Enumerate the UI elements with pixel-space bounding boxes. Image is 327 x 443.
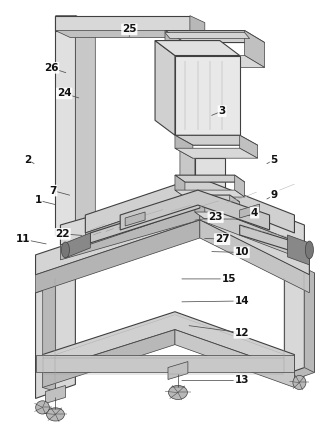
Ellipse shape (305, 241, 314, 259)
Polygon shape (200, 205, 304, 260)
Polygon shape (175, 55, 240, 135)
Ellipse shape (46, 408, 64, 421)
Polygon shape (45, 385, 65, 404)
Text: 4: 4 (251, 208, 258, 218)
Text: 25: 25 (122, 24, 137, 35)
Polygon shape (56, 16, 95, 23)
Polygon shape (155, 41, 175, 135)
Polygon shape (195, 212, 240, 219)
Text: 3: 3 (218, 106, 226, 116)
Polygon shape (240, 135, 258, 158)
Polygon shape (36, 354, 294, 372)
Polygon shape (240, 204, 260, 218)
Polygon shape (304, 268, 314, 373)
Polygon shape (190, 16, 205, 38)
Polygon shape (120, 190, 269, 230)
Ellipse shape (168, 385, 187, 400)
Polygon shape (175, 135, 258, 145)
Polygon shape (175, 190, 245, 197)
Polygon shape (180, 148, 195, 195)
Polygon shape (165, 31, 185, 67)
Polygon shape (65, 233, 90, 258)
Polygon shape (56, 16, 190, 31)
Polygon shape (175, 175, 185, 197)
Text: 10: 10 (234, 247, 249, 257)
Text: 27: 27 (215, 234, 230, 244)
Polygon shape (36, 220, 200, 293)
Polygon shape (195, 158, 225, 195)
Polygon shape (294, 273, 314, 380)
Polygon shape (240, 225, 304, 255)
Text: 24: 24 (57, 89, 72, 98)
Polygon shape (230, 195, 240, 219)
Polygon shape (235, 175, 245, 197)
Ellipse shape (61, 242, 70, 258)
Polygon shape (85, 177, 294, 233)
Ellipse shape (36, 401, 49, 414)
Text: 5: 5 (270, 155, 278, 165)
Polygon shape (36, 200, 309, 275)
Polygon shape (155, 41, 240, 55)
Text: 15: 15 (221, 274, 236, 284)
Text: 12: 12 (234, 328, 249, 338)
Polygon shape (90, 198, 200, 243)
Polygon shape (165, 33, 250, 39)
Text: 1: 1 (35, 195, 42, 205)
Polygon shape (195, 195, 240, 202)
Polygon shape (43, 312, 294, 372)
Polygon shape (200, 220, 309, 293)
Polygon shape (287, 235, 309, 265)
Polygon shape (195, 195, 205, 219)
Text: 11: 11 (16, 234, 30, 244)
Text: 7: 7 (49, 186, 57, 196)
Text: 13: 13 (234, 376, 249, 385)
Polygon shape (43, 330, 175, 388)
Text: 23: 23 (208, 212, 223, 222)
Ellipse shape (293, 375, 306, 389)
Polygon shape (175, 148, 258, 158)
Polygon shape (85, 195, 198, 246)
Text: 14: 14 (234, 296, 249, 306)
Polygon shape (76, 16, 95, 242)
Polygon shape (56, 16, 76, 235)
Polygon shape (175, 175, 245, 182)
Text: 22: 22 (55, 229, 70, 239)
Polygon shape (168, 361, 188, 380)
Polygon shape (245, 31, 265, 67)
Text: 9: 9 (271, 190, 278, 200)
Polygon shape (165, 55, 265, 67)
Polygon shape (175, 135, 193, 158)
Polygon shape (60, 205, 200, 260)
Polygon shape (175, 330, 294, 388)
Polygon shape (56, 31, 205, 38)
Text: 26: 26 (44, 63, 59, 73)
Polygon shape (36, 286, 56, 398)
Polygon shape (125, 212, 145, 226)
Polygon shape (165, 31, 265, 43)
Polygon shape (284, 268, 304, 374)
Text: 2: 2 (24, 155, 31, 165)
Polygon shape (60, 185, 304, 245)
Polygon shape (56, 268, 76, 392)
Polygon shape (43, 271, 56, 392)
